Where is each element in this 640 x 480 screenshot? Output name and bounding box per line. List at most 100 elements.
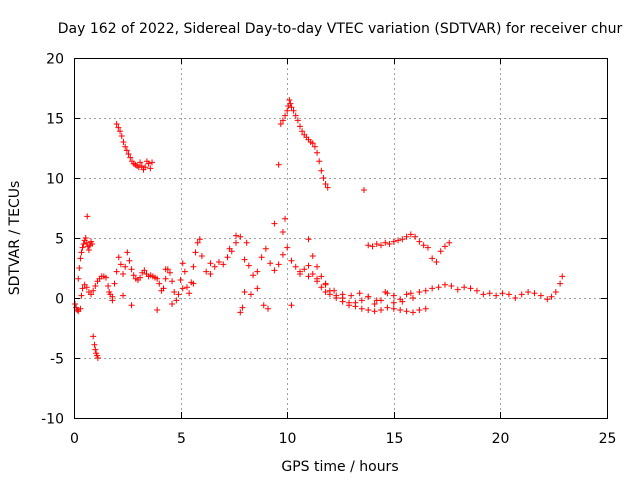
data-point [138,163,145,169]
data-point [290,107,297,114]
data-point [499,290,506,297]
data-point [324,184,331,191]
data-point [196,236,203,243]
data-point [552,289,559,295]
x-tick-label: 5 [177,431,186,447]
data-point [378,242,385,249]
data-point [224,254,231,261]
data-point [117,261,124,268]
x-tick-label: 20 [492,431,510,447]
data-point [282,215,289,222]
x-tick-label: 25 [599,431,617,447]
data-point [211,263,218,270]
data-point [147,165,154,172]
data-point [493,292,500,299]
data-point [309,253,316,259]
data-point [422,287,429,294]
data-point [173,297,180,304]
data-point [390,238,397,245]
data-point [154,307,161,313]
data-point [250,272,257,279]
data-point [301,266,308,273]
data-point [467,285,474,292]
data-point [403,291,410,298]
data-point [113,121,120,127]
data-point [141,267,148,274]
data-point [318,273,325,280]
data-point [348,292,355,299]
data-point [78,292,85,299]
data-point [473,287,480,294]
data-point [126,257,133,264]
data-point [220,261,227,268]
data-point [160,285,167,292]
grid-lines [74,58,607,418]
data-point [373,297,380,304]
data-point [311,143,318,150]
data-point [407,231,414,238]
data-point [128,266,135,273]
data-point [346,299,353,306]
y-tick-label: -10 [41,412,64,428]
data-point [94,355,101,361]
data-point [254,285,261,292]
data-point [316,158,323,165]
data-point [91,341,98,348]
data-point [123,147,130,154]
data-point [548,293,555,300]
data-points [72,97,566,361]
data-point [399,298,406,305]
data-point [79,285,86,292]
data-point [92,283,99,289]
data-point [183,284,190,291]
data-point [525,289,532,295]
data-point [369,243,376,250]
data-point [215,259,222,265]
data-point [243,239,250,246]
data-point [247,291,254,298]
data-point [162,275,169,282]
data-point [233,239,240,246]
data-point [115,124,122,131]
data-point [137,274,144,281]
data-point [77,255,84,262]
data-point [90,333,97,340]
data-point [226,245,233,252]
data-point [397,307,404,313]
data-point [480,291,487,298]
data-point [435,284,442,291]
data-point [279,229,286,235]
data-point [190,263,197,270]
data-point [314,263,321,270]
y-axis-label: SDTVAR / TECUs [7,181,23,296]
data-point [296,123,303,130]
data-point [186,290,193,297]
x-tick-label: 10 [279,431,297,447]
data-point [241,256,248,263]
data-point [287,100,294,107]
data-point [88,291,95,298]
data-point [437,248,444,255]
data-point [378,307,385,313]
data-point [271,220,278,227]
data-point [373,241,380,247]
data-point [142,164,149,171]
data-point [127,154,134,161]
data-point [322,289,329,295]
data-point [128,302,135,309]
data-point [124,249,131,256]
data-point [454,286,461,293]
y-tick-label: -5 [50,352,64,368]
data-point [288,104,295,111]
data-point [279,117,286,124]
data-point [557,280,564,287]
data-point [237,309,244,316]
data-point [192,249,199,256]
data-point [120,271,127,277]
data-point [89,241,96,247]
data-point [390,292,397,299]
data-point [352,303,359,310]
data-point [286,97,293,103]
data-point [260,302,267,309]
